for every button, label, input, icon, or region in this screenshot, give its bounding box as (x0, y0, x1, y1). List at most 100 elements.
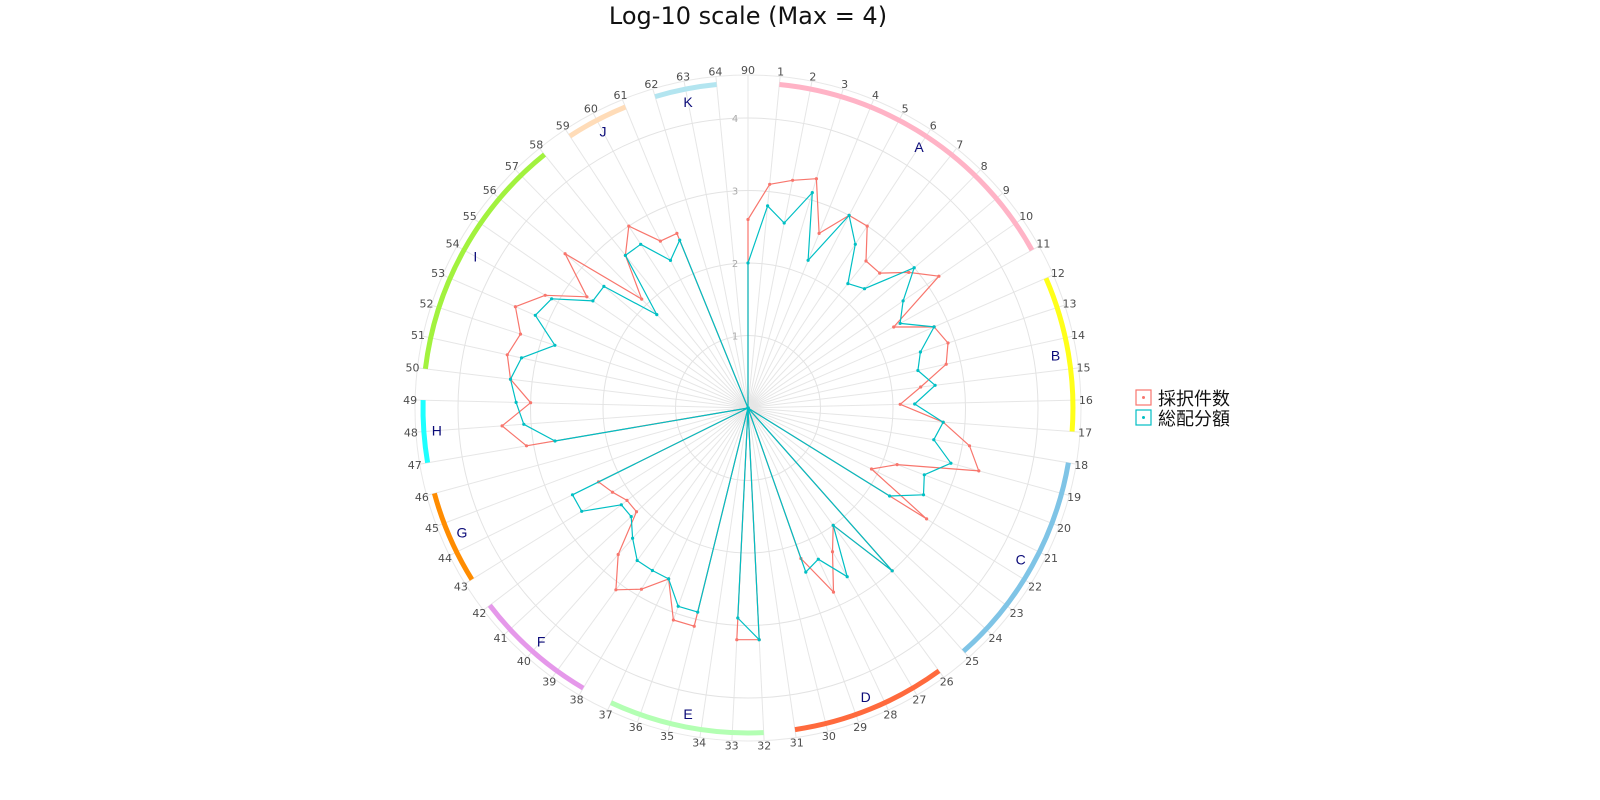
category-label-47: 47 (408, 459, 422, 472)
category-label-23: 23 (1010, 607, 1024, 620)
spoke-56 (493, 192, 749, 409)
category-label-59: 59 (556, 119, 570, 132)
category-label-9: 9 (1003, 184, 1010, 197)
spoke-58 (539, 148, 749, 409)
category-label-56: 56 (483, 184, 497, 197)
spoke-46 (426, 407, 749, 496)
point-1-21 (921, 493, 926, 497)
point-0-53 (513, 305, 518, 309)
category-label-5: 5 (902, 103, 909, 116)
category-label-57: 57 (505, 160, 519, 173)
spoke-31 (747, 407, 797, 738)
legend-item-1[interactable]: 総配分額 (1135, 409, 1230, 430)
category-label-90: 90 (741, 64, 755, 77)
category-label-31: 31 (790, 737, 804, 750)
group-arc-B (1043, 277, 1076, 432)
point-1-53 (533, 313, 537, 317)
point-0-22 (925, 517, 929, 521)
point-0-35 (692, 624, 696, 628)
series-line-1 (509, 192, 952, 641)
category-label-4: 4 (872, 89, 879, 102)
grid-circle-3 (530, 190, 966, 626)
point-0-42 (625, 498, 629, 502)
point-0-20 (895, 463, 899, 467)
point-0-14 (944, 362, 948, 366)
point-0-43 (610, 490, 615, 494)
group-arc-A (779, 82, 1035, 252)
spoke-37 (607, 407, 749, 711)
spoke-41 (503, 407, 749, 636)
spoke-23 (747, 407, 1013, 611)
point-0-60 (658, 239, 663, 243)
spoke-30 (747, 407, 829, 732)
category-label-1: 1 (777, 66, 784, 79)
category-label-51: 51 (411, 329, 425, 342)
r-tick-label: 4 (732, 114, 738, 125)
spoke-36 (637, 407, 749, 723)
point-0-1 (768, 182, 772, 186)
point-0-33 (735, 638, 739, 642)
category-label-32: 32 (757, 740, 771, 753)
point-1-18 (932, 438, 936, 442)
point-1-17 (941, 420, 945, 424)
category-label-64: 64 (708, 66, 722, 79)
point-0-19 (977, 469, 981, 473)
point-0-48 (500, 424, 504, 428)
point-0-18 (967, 444, 972, 448)
spoke-49 (415, 399, 749, 409)
spoke-53 (442, 274, 749, 409)
group-label-I: I (473, 248, 477, 264)
group-arc-E (609, 700, 764, 736)
category-label-48: 48 (404, 427, 418, 440)
category-label-20: 20 (1057, 522, 1071, 535)
point-1-7 (846, 282, 850, 286)
category-label-28: 28 (883, 709, 897, 722)
category-label-49: 49 (403, 394, 417, 407)
point-1-1 (766, 204, 770, 208)
point-0-11 (892, 325, 896, 329)
point-1-29 (804, 570, 808, 574)
category-label-30: 30 (822, 730, 836, 743)
category-label-41: 41 (494, 632, 508, 645)
point-1-33 (736, 616, 740, 620)
r-tick-label: 3 (732, 187, 738, 198)
group-arc-G (431, 492, 475, 581)
point-0-21 (869, 467, 874, 471)
spoke-59 (565, 129, 749, 409)
category-label-46: 46 (415, 491, 429, 504)
category-label-2: 2 (809, 70, 816, 83)
point-1-60 (668, 258, 673, 262)
category-label-43: 43 (454, 580, 468, 593)
spoke-3 (747, 88, 844, 409)
category-label-8: 8 (981, 160, 988, 173)
point-0-55 (585, 295, 589, 299)
legend-label-0: 採択件数 (1158, 389, 1230, 410)
point-0-38 (639, 587, 644, 591)
category-labels: 90 1 2345678910111213141516171819202122232… (403, 64, 1093, 753)
point-0-8 (878, 271, 882, 275)
spoke-63 (683, 81, 749, 409)
legend-item-0[interactable]: 採択件数 (1135, 389, 1230, 410)
point-1-22 (888, 494, 892, 498)
spoke-40 (526, 407, 749, 658)
chart-title: Log-10 scale (Max = 4) (609, 2, 887, 30)
group-arc-C (961, 462, 1071, 654)
point-1-8 (862, 287, 867, 291)
group-label-E: E (683, 706, 692, 722)
point-0-13 (946, 341, 950, 345)
category-label-16: 16 (1079, 394, 1093, 407)
spoke-34 (699, 407, 749, 738)
r-tick-label: 1 (732, 332, 738, 343)
spoke-19 (747, 407, 1070, 496)
category-label-19: 19 (1067, 491, 1081, 504)
group-label-J: J (600, 124, 607, 140)
point-1-19 (949, 461, 953, 465)
grid-circle-4 (457, 117, 1039, 699)
point-1-51 (519, 356, 524, 360)
category-label-38: 38 (570, 693, 584, 706)
spoke-52 (431, 304, 749, 409)
point-1-10 (901, 299, 905, 303)
point-1-44 (570, 493, 575, 497)
point-1-27 (845, 575, 849, 579)
